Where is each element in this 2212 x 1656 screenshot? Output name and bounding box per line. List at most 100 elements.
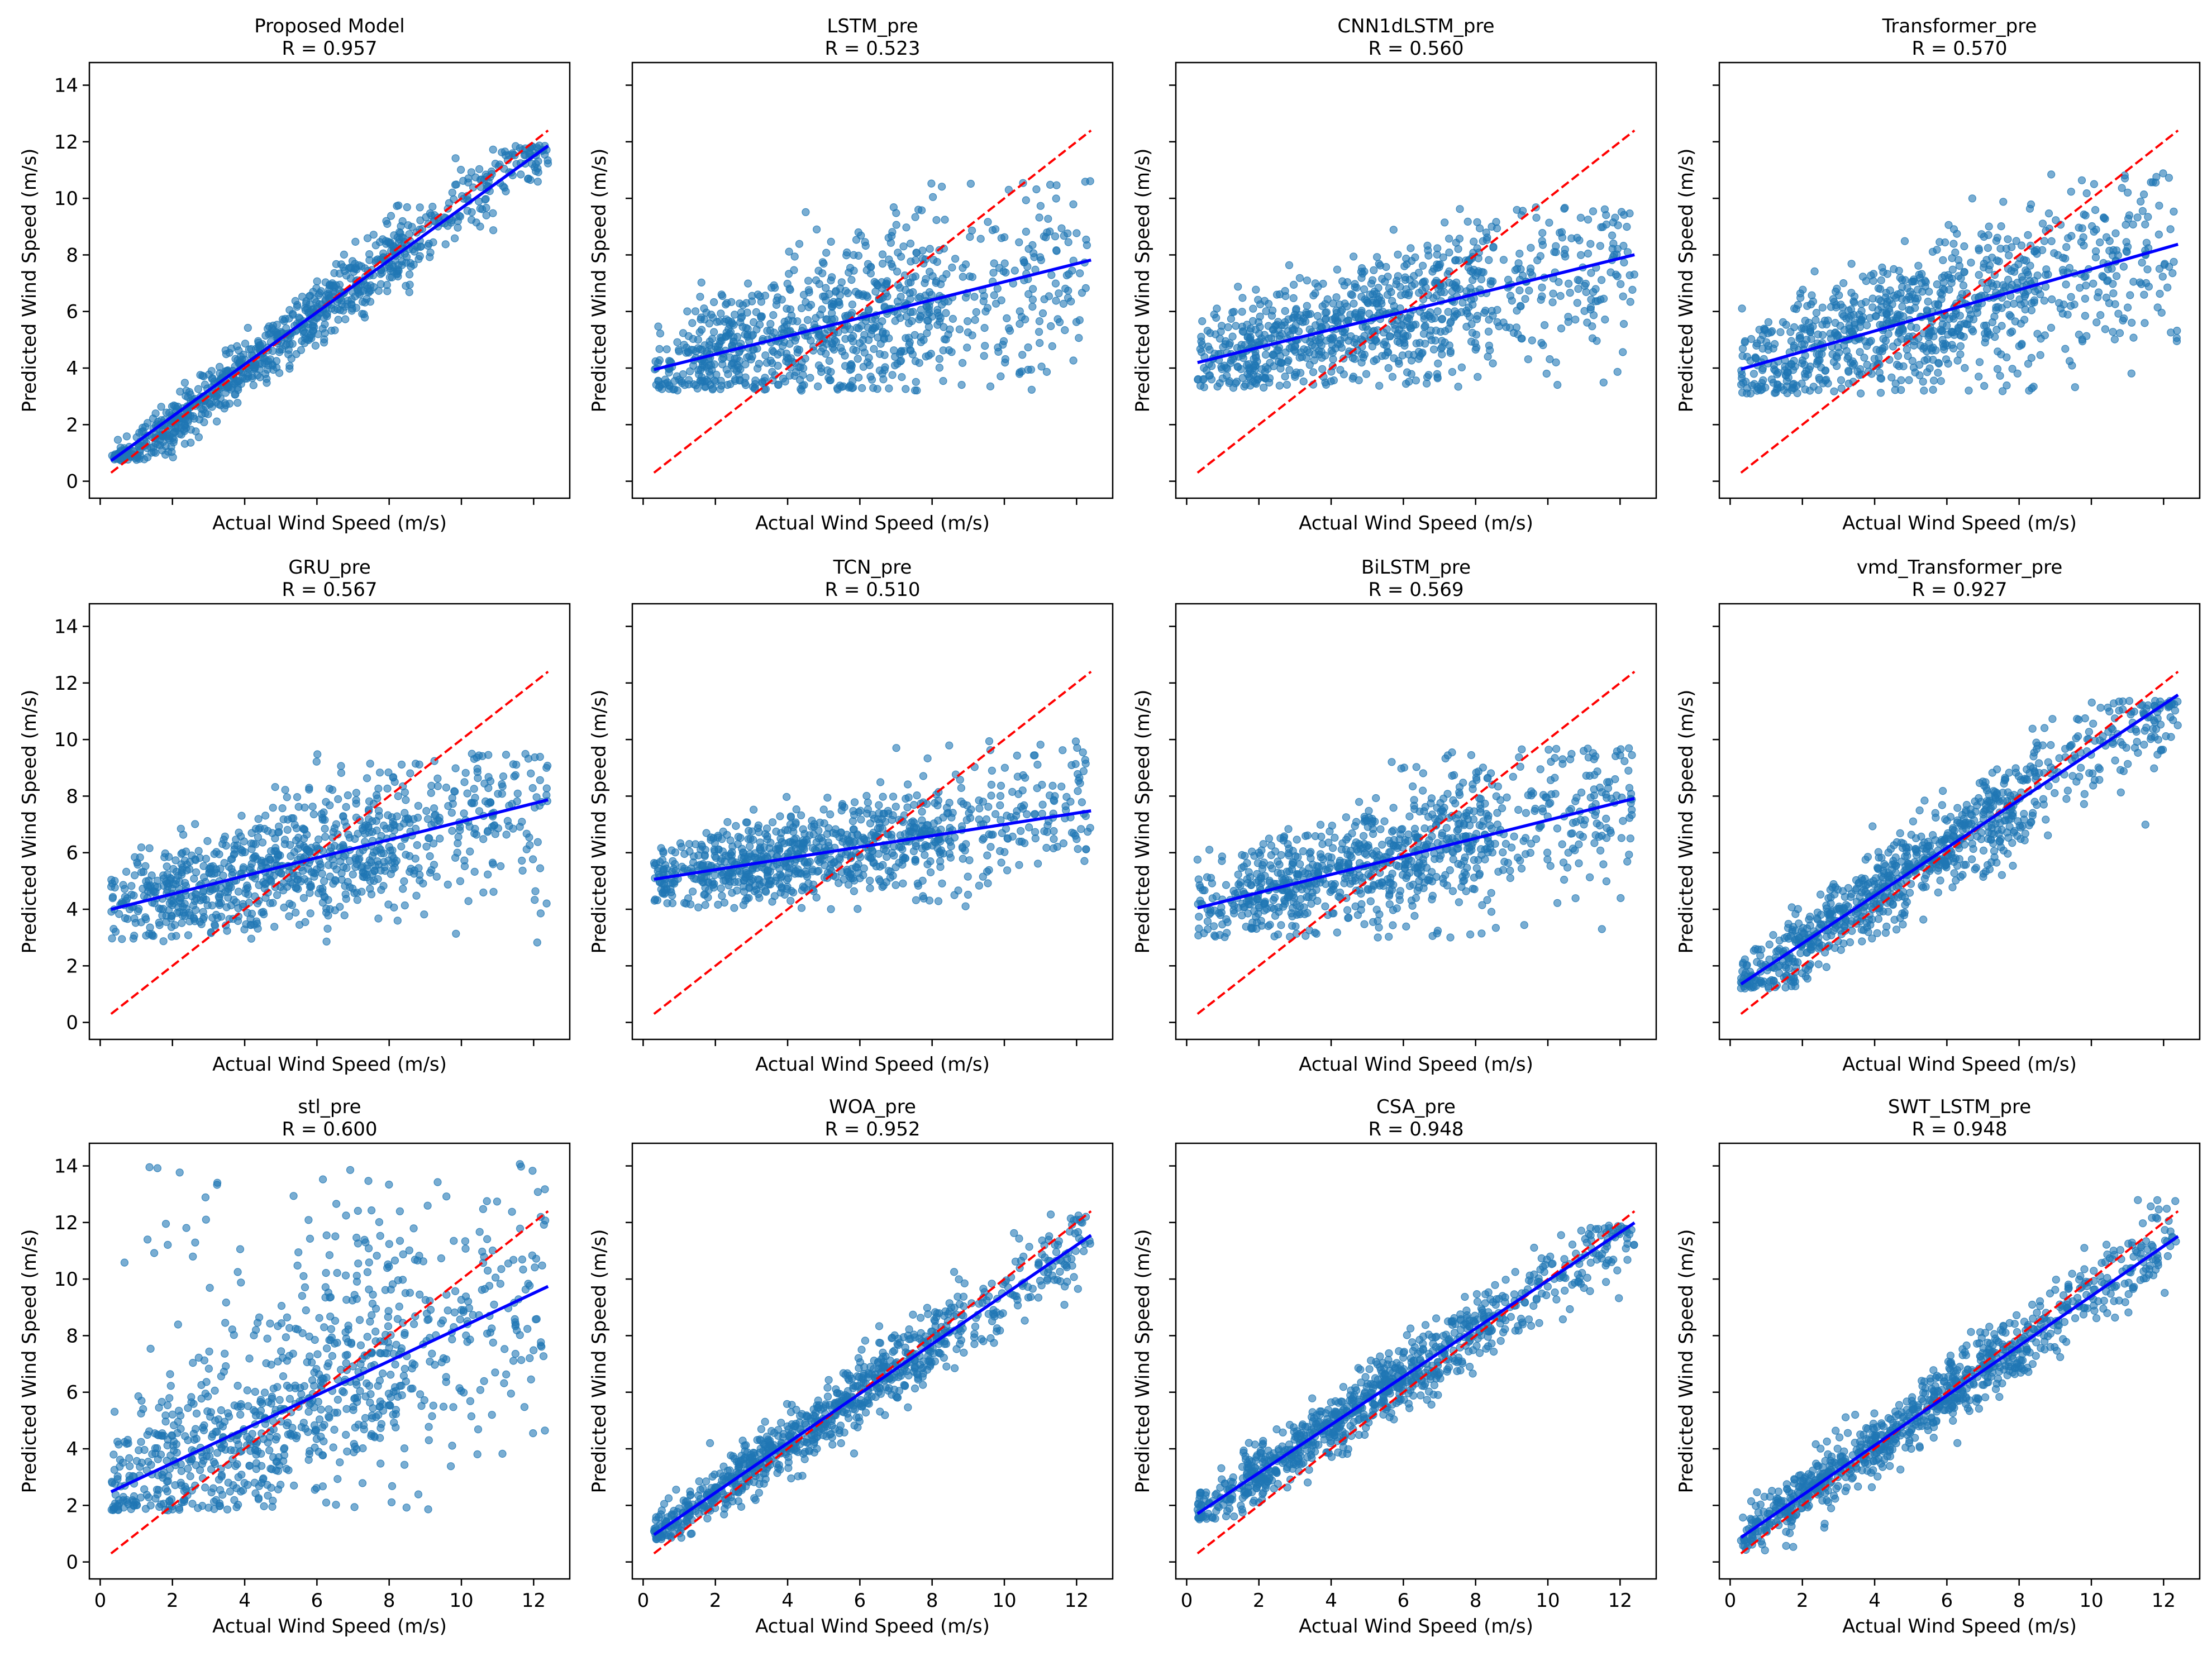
subplot-title: stl_pre [298,1096,361,1118]
subplot-title: CNN1dLSTM_pre [1337,15,1494,37]
x-axis-label: Actual Wind Speed (m/s) [1299,512,1533,534]
fit-line [110,1285,549,1493]
subplot-title: WOA_pre [829,1096,916,1118]
fit-line [1740,1235,2179,1539]
y-axis-label: Predicted Wind Speed (m/s) [1132,690,1154,954]
subplot-r-value: R = 0.510 [824,579,920,601]
x-tick-label: 0 [637,1590,650,1612]
fit-line [1740,693,2179,986]
y-tick-label: 0 [66,471,78,493]
subplot-r-value: R = 0.569 [1368,579,1463,601]
x-tick-label: 4 [781,1590,794,1612]
ideal-line [1196,129,1636,474]
x-tick-label: 8 [2013,1590,2025,1612]
x-axis-label: Actual Wind Speed (m/s) [1299,1615,1533,1638]
axes-frame [631,603,1114,1041]
y-tick-label: 12 [54,131,78,154]
axes-frame [88,1142,571,1580]
subplot-r-value: R = 0.952 [824,1118,920,1140]
scatter-points [650,737,1094,913]
axes-frame [1175,1142,1657,1580]
ideal-line [1196,1210,1636,1554]
axes-frame [88,603,571,1041]
y-axis-label: Predicted Wind Speed (m/s) [18,1229,41,1493]
x-axis-label: Actual Wind Speed (m/s) [212,1053,447,1076]
x-tick-label: 2 [1796,1590,1809,1612]
y-tick-label: 2 [66,955,78,977]
subplot-r-value: R = 0.570 [1911,37,2007,60]
ideal-line [110,670,549,1015]
x-axis-label: Actual Wind Speed (m/s) [1842,512,2077,534]
x-axis-label: Actual Wind Speed (m/s) [1842,1615,2077,1638]
ideal-line [1196,670,1636,1015]
ideal-line [1740,670,2179,1015]
y-tick-label: 4 [66,357,78,380]
x-tick-label: 4 [239,1590,251,1612]
y-tick-label: 2 [66,1495,78,1517]
y-tick-label: 0 [66,1012,78,1034]
subplot-r-value: R = 0.567 [282,579,377,601]
y-tick-label: 14 [54,75,78,97]
x-tick-label: 10 [1536,1590,1560,1612]
fit-line [1196,1221,1636,1515]
axes-frame [1175,603,1657,1041]
y-tick-label: 6 [66,1382,78,1404]
y-axis-label: Predicted Wind Speed (m/s) [1675,149,1698,413]
scatter-points [1193,1221,1638,1524]
y-axis-label: Predicted Wind Speed (m/s) [18,149,41,413]
x-axis-label: Actual Wind Speed (m/s) [755,512,990,534]
y-axis-label: Predicted Wind Speed (m/s) [1132,149,1154,413]
fit-line [654,258,1091,371]
fit-line [654,809,1091,881]
subplot-title: CSA_pre [1376,1096,1456,1118]
y-axis-label: Predicted Wind Speed (m/s) [588,690,611,954]
y-tick-label: 4 [66,1438,78,1461]
x-axis-label: Actual Wind Speed (m/s) [212,1615,447,1638]
fit-line [1197,253,1635,364]
x-tick-label: 0 [1181,1590,1193,1612]
x-tick-label: 6 [854,1590,866,1612]
x-axis-label: Actual Wind Speed (m/s) [1842,1053,2077,1076]
x-tick-label: 6 [1398,1590,1410,1612]
x-tick-label: 6 [1941,1590,1953,1612]
scatter-points [650,1210,1094,1544]
subplot-r-value: R = 0.948 [1911,1118,2007,1140]
y-tick-label: 6 [66,842,78,865]
y-tick-label: 10 [54,188,78,210]
y-tick-label: 8 [66,244,78,266]
ideal-line [653,129,1092,474]
ideal-line [1740,1210,2179,1554]
x-tick-label: 2 [709,1590,722,1612]
y-axis-label: Predicted Wind Speed (m/s) [588,1229,611,1493]
x-tick-label: 4 [1868,1590,1881,1612]
subplot-title: SWT_LSTM_pre [1888,1096,2031,1118]
x-tick-label: 4 [1325,1590,1337,1612]
scatter-points [1193,744,1636,942]
x-tick-label: 8 [1470,1590,1482,1612]
ideal-line [110,1210,549,1554]
subplot-r-value: R = 0.523 [824,37,920,60]
y-axis-label: Predicted Wind Speed (m/s) [588,149,611,413]
subplot-title: LSTM_pre [827,15,918,37]
y-tick-label: 14 [54,616,78,638]
fit-line [110,144,549,462]
axes-frame [1718,61,2201,499]
fit-line [111,798,549,911]
subplot-title: Proposed Model [254,15,404,37]
y-tick-label: 8 [66,1325,78,1347]
x-tick-label: 0 [94,1590,107,1612]
x-tick-label: 10 [449,1590,473,1612]
scatter-points [107,750,552,947]
axes-frame [88,61,571,499]
axes-frame [1718,603,2201,1041]
axes-frame [631,1142,1114,1580]
fit-line [653,1234,1092,1536]
